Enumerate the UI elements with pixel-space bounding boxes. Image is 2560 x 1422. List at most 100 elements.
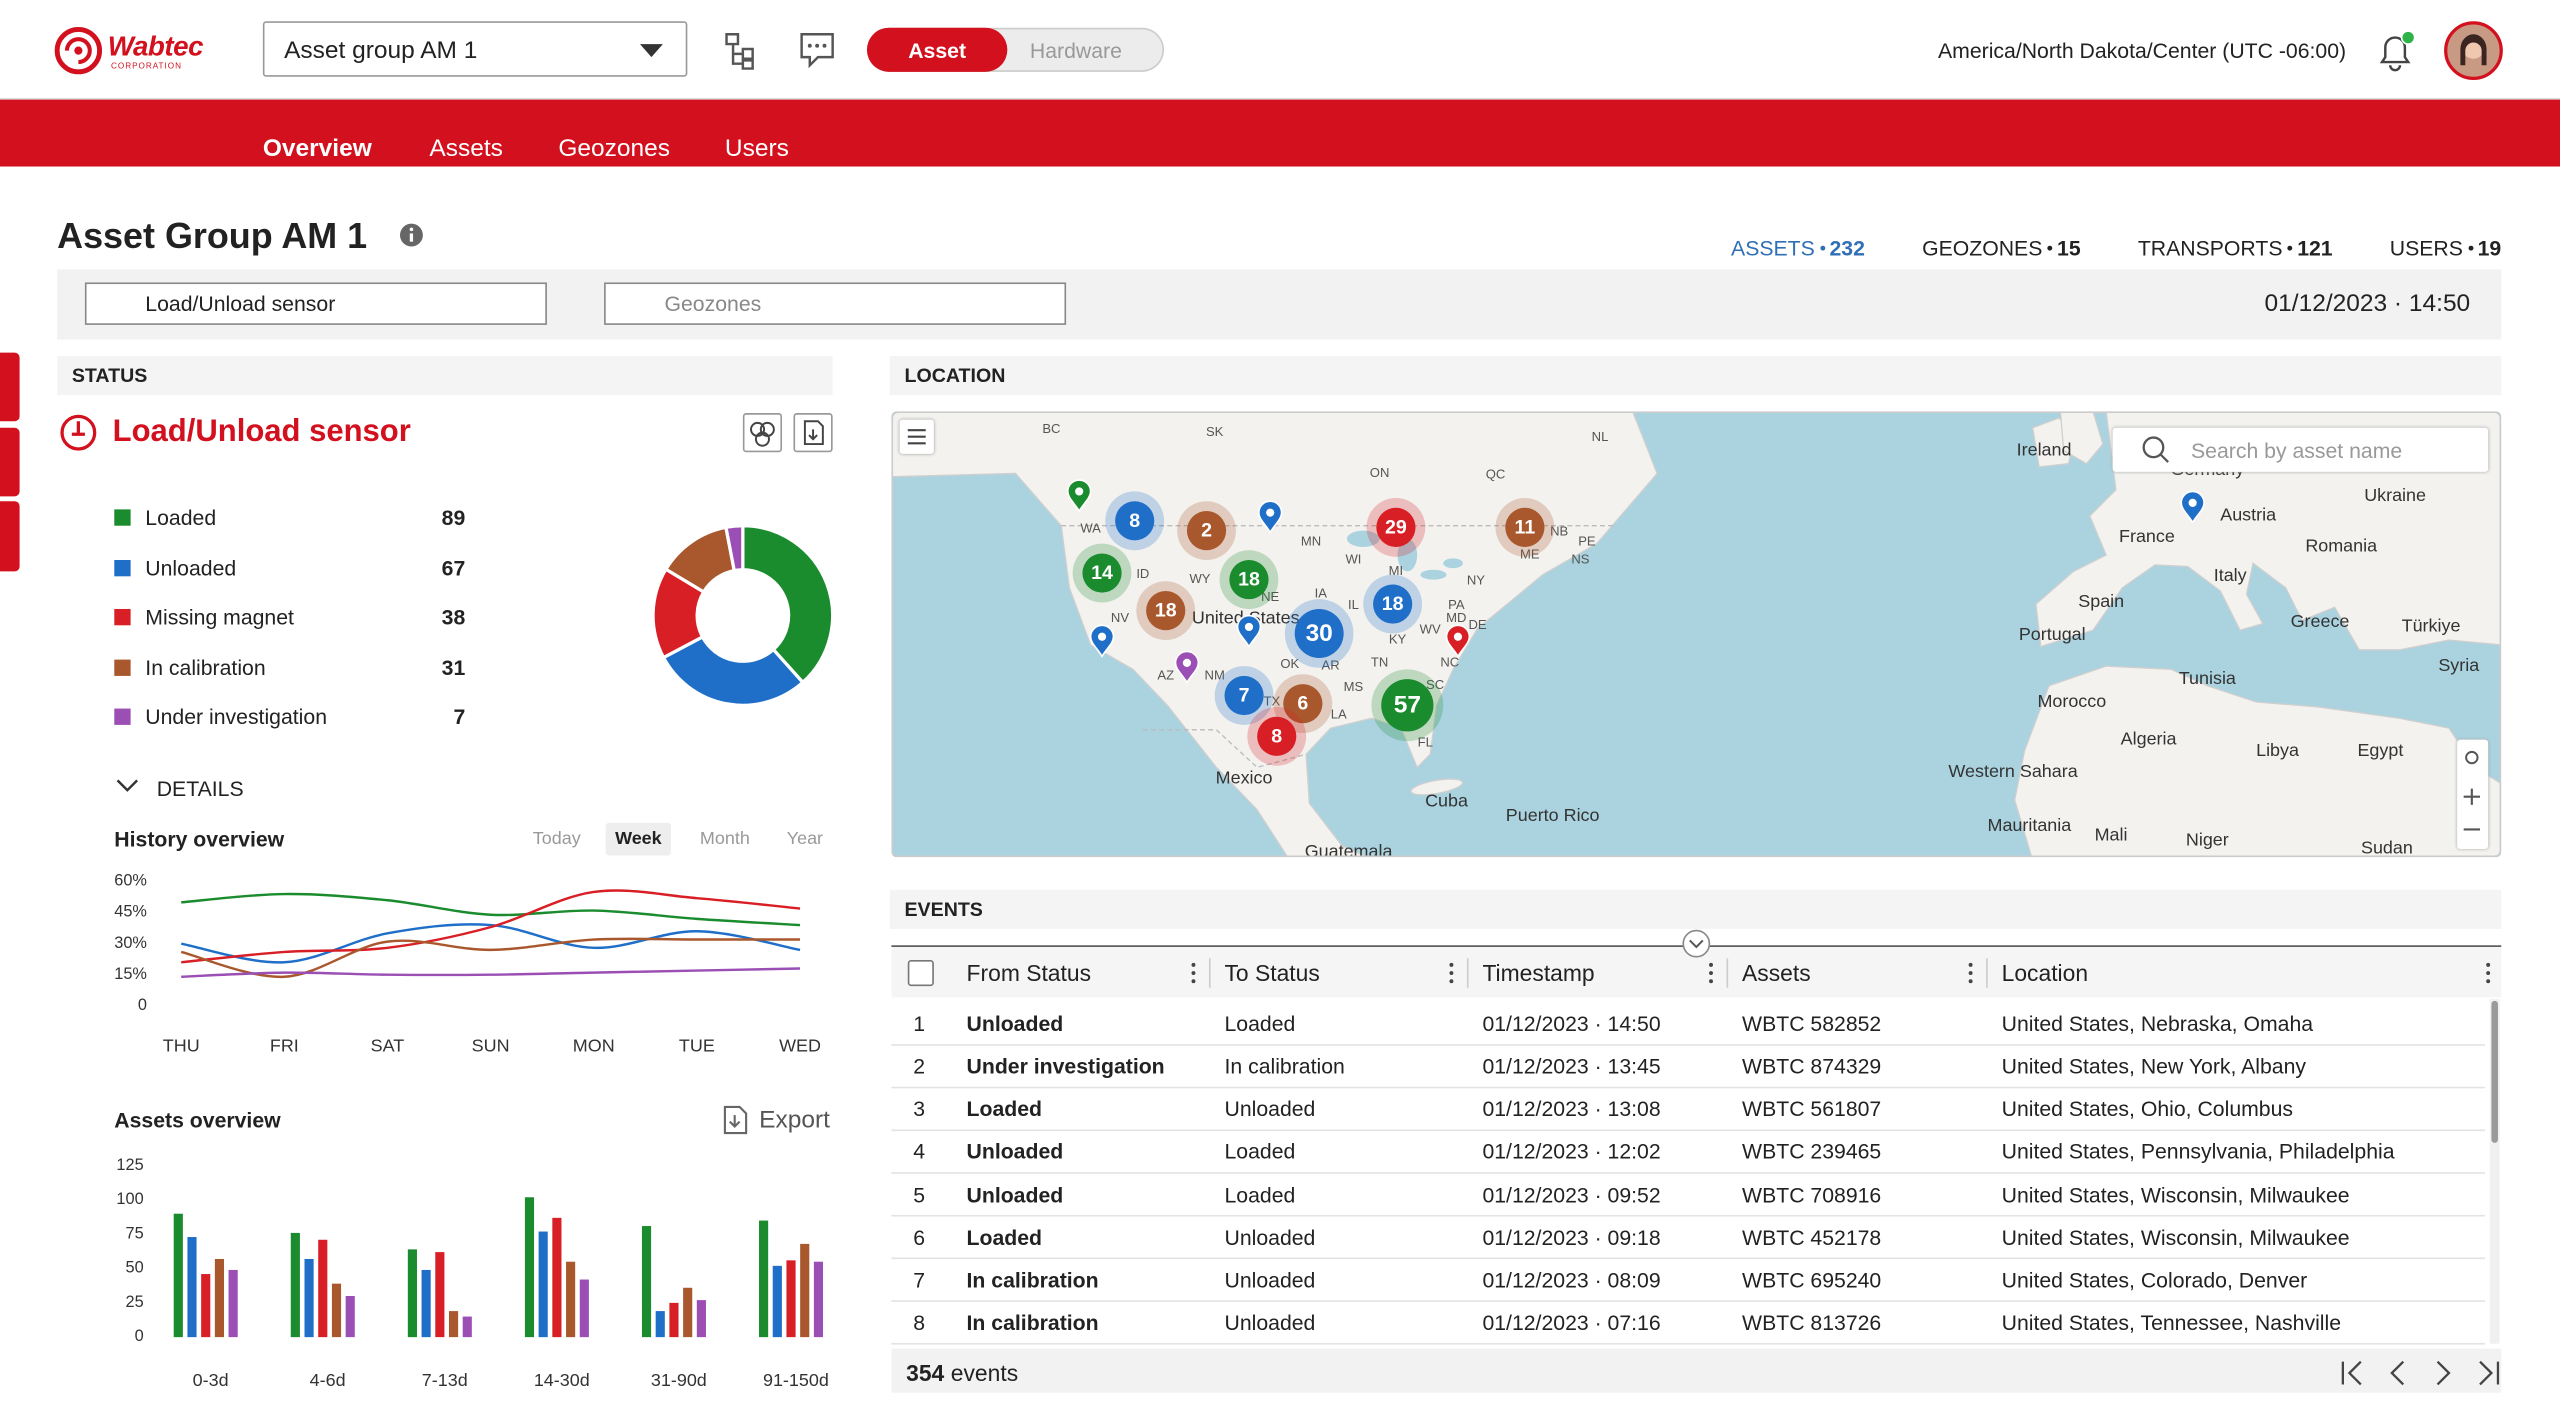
export-icon [723, 1105, 748, 1135]
nav-tab[interactable]: Users [724, 134, 789, 163]
cell: Loaded [966, 1096, 1043, 1122]
avatar-button[interactable] [2444, 21, 2503, 80]
cell: Loaded [1224, 1139, 1296, 1164]
cluster [1224, 675, 1264, 716]
nav-tab[interactable]: Overview [262, 134, 372, 163]
pager-button[interactable] [2382, 1355, 2411, 1391]
cell: WBTC 874329 [1742, 1054, 1882, 1079]
x-tick-label: THU [162, 1036, 200, 1057]
cell: United States, Nebraska, Omaha [2001, 1011, 2314, 1036]
cell: WBTC 708916 [1742, 1182, 1882, 1207]
cell: 01/12/2023 · 13:45 [1482, 1054, 1661, 1079]
map-label: WY [1189, 571, 1210, 586]
filter-icon [754, 431, 770, 447]
section-title: LOCATION [904, 364, 1006, 387]
map-menu-button[interactable] [899, 419, 934, 454]
filter-select[interactable] [84, 282, 547, 325]
map-label: Puerto Rico [1506, 805, 1600, 825]
bar [345, 1295, 355, 1338]
filter-select[interactable] [604, 282, 1067, 325]
map-label: MS [1344, 679, 1364, 694]
row-index: 5 [913, 1182, 926, 1207]
logo-text: Wabtec [107, 31, 204, 63]
nav-tab[interactable]: Assets [429, 134, 503, 163]
map-pin-dot [2188, 498, 2197, 507]
chat-button[interactable] [797, 28, 838, 74]
row-index: 1 [913, 1011, 926, 1036]
x-tick-label: 31-90d [650, 1371, 707, 1392]
legend-label: Missing magnet [145, 604, 294, 630]
map-label: Cuba [1425, 790, 1468, 810]
map-label: Algeria [2121, 728, 2177, 748]
toggle-option[interactable]: Hardware [1029, 38, 1122, 63]
select-all[interactable] [907, 959, 934, 987]
cluster-count: 11 [1515, 516, 1536, 538]
side-tab[interactable] [0, 501, 20, 572]
icon-button[interactable] [793, 413, 833, 453]
range-tab[interactable]: Week [615, 829, 662, 849]
x-tick-label: WED [779, 1036, 821, 1057]
landmass [2014, 665, 2500, 856]
map-label: Romania [2305, 536, 2377, 556]
side-tab[interactable] [0, 427, 20, 497]
cell: WBTC 452178 [1742, 1224, 1882, 1250]
bar [331, 1283, 342, 1338]
column-header[interactable]: Assets [1742, 959, 1811, 987]
range-tab[interactable]: Year [786, 829, 824, 849]
column-header[interactable]: From Status [966, 959, 1092, 987]
cell: Unloaded [1224, 1267, 1316, 1293]
map-label: AZ [1157, 667, 1174, 682]
map-label: Western Sahara [1948, 761, 2077, 781]
range-tab[interactable]: Month [699, 829, 750, 849]
toggle-option[interactable]: Asset [908, 38, 967, 63]
stat: TRANSPORTS 121 [2138, 236, 2333, 260]
cell: WBTC 561807 [1742, 1096, 1882, 1122]
export-button[interactable]: Export [759, 1106, 830, 1134]
side-tab[interactable] [0, 352, 20, 422]
nav-tab[interactable]: Geozones [558, 134, 671, 163]
zoom-controls[interactable] [2457, 739, 2489, 849]
hierarchy-button[interactable] [720, 28, 759, 74]
details-toggle[interactable]: DETAILS [156, 776, 244, 801]
map-label: NM [1205, 667, 1225, 682]
history-line [181, 923, 801, 964]
column-header[interactable]: Location [2001, 959, 2089, 987]
map-label: WA [1080, 520, 1101, 535]
logo-mark [64, 37, 92, 65]
row-index: 3 [913, 1096, 926, 1122]
map-label: Ireland [2017, 439, 2072, 459]
bar [759, 1220, 769, 1338]
map-label: IA [1315, 586, 1328, 601]
pager-button[interactable] [2473, 1355, 2502, 1391]
avatar-hair [2460, 34, 2487, 66]
column-header[interactable]: To Status [1224, 959, 1320, 987]
cell: WBTC 813726 [1742, 1310, 1882, 1335]
pager-button[interactable] [2336, 1355, 2365, 1391]
map-label: OK [1280, 656, 1299, 671]
cell: United States, Ohio, Columbus [2001, 1096, 2294, 1122]
legend-value: 89 [441, 505, 466, 530]
map-search[interactable] [2112, 427, 2489, 472]
column-header[interactable]: Timestamp [1482, 959, 1595, 987]
pager-button[interactable] [2429, 1355, 2458, 1391]
donut-segment [724, 524, 745, 573]
donut-segment [741, 524, 835, 685]
legend-swatch [114, 509, 131, 526]
icon-button[interactable] [742, 413, 783, 453]
bar [187, 1237, 197, 1338]
count-label: events [950, 1359, 1019, 1387]
chat-icon [800, 33, 834, 69]
stat-label: GEOZONES [1922, 235, 2043, 261]
cell: United States, Colorado, Denver [2001, 1267, 2308, 1293]
cluster [1381, 679, 1434, 732]
map-pin-dot [1182, 658, 1192, 667]
bar [462, 1316, 472, 1338]
x-tick-label: 91-150d [762, 1371, 829, 1392]
cluster [1082, 553, 1122, 593]
legend-swatch [114, 708, 131, 725]
map-label: Ukraine [2364, 485, 2426, 505]
notifications-button[interactable] [2376, 28, 2418, 74]
y-tick-label: 75 [125, 1225, 144, 1244]
range-tab[interactable]: Today [532, 829, 581, 849]
asset-group-select[interactable] [262, 21, 688, 77]
